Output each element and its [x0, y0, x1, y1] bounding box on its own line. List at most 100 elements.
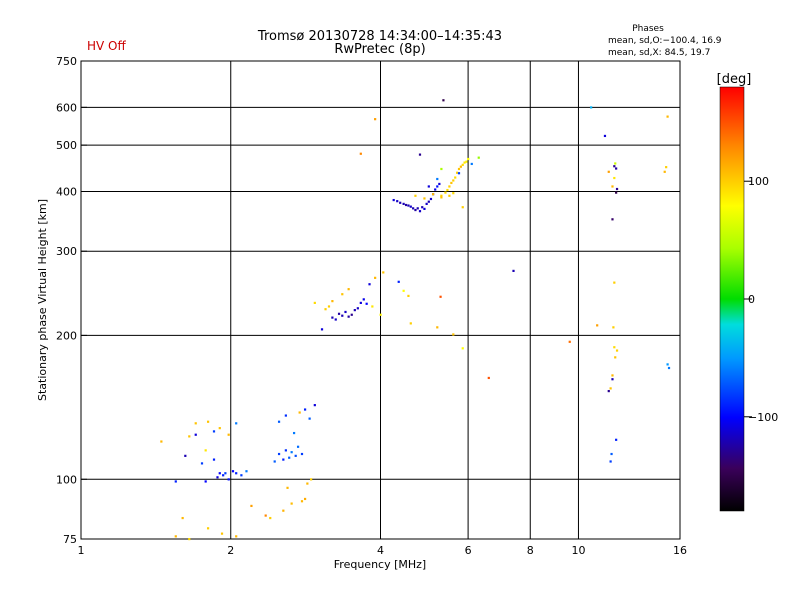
- data-point: [440, 196, 443, 199]
- data-point: [341, 314, 344, 317]
- data-point: [294, 454, 297, 457]
- data-point: [446, 188, 449, 192]
- data-point: [368, 283, 371, 286]
- data-point: [596, 324, 599, 327]
- data-point: [331, 300, 334, 303]
- data-point: [436, 177, 439, 181]
- data-point: [418, 210, 422, 213]
- data-point: [607, 170, 610, 173]
- data-point: [174, 480, 177, 483]
- data-point: [431, 193, 435, 196]
- data-point: [590, 106, 593, 109]
- data-point: [222, 474, 225, 477]
- data-point: [613, 281, 616, 284]
- data-point: [324, 308, 327, 311]
- data-point: [568, 340, 571, 343]
- data-point: [465, 160, 468, 163]
- data-point: [286, 486, 289, 489]
- data-point: [374, 118, 377, 121]
- chart-title: Tromsø 20130728 14:34:00–14:35:43: [257, 29, 502, 44]
- data-point: [409, 322, 412, 325]
- data-point: [347, 288, 350, 291]
- data-point: [235, 422, 238, 425]
- data-point: [206, 527, 210, 530]
- data-point: [334, 318, 337, 321]
- data-point: [416, 207, 419, 210]
- data-point: [220, 532, 224, 535]
- data-point: [434, 188, 437, 191]
- data-point: [436, 326, 439, 329]
- status-label: HV Off: [87, 39, 126, 53]
- data-point: [613, 176, 616, 180]
- x-tick-label: 1: [78, 544, 85, 557]
- data-point: [212, 430, 216, 433]
- data-point: [450, 181, 453, 185]
- data-point: [439, 295, 442, 298]
- data-point: [290, 502, 293, 505]
- data-point: [663, 170, 666, 173]
- data-point: [235, 472, 238, 475]
- data-point: [300, 452, 304, 456]
- data-point: [320, 328, 324, 331]
- data-point: [313, 404, 316, 407]
- data-point: [611, 374, 614, 377]
- data-point: [188, 435, 191, 438]
- data-point: [444, 191, 447, 194]
- data-point: [611, 378, 614, 381]
- data-point: [613, 346, 616, 349]
- y-tick-label: 300: [56, 245, 77, 258]
- data-point: [288, 456, 291, 459]
- data-point: [404, 203, 408, 207]
- data-point: [454, 176, 457, 179]
- chart-subtitle: RwPretec (8p): [334, 42, 425, 57]
- data-point: [218, 427, 221, 430]
- data-point: [396, 200, 399, 203]
- data-point: [463, 161, 466, 164]
- data-point: [174, 535, 177, 538]
- data-point: [457, 167, 461, 171]
- data-point: [264, 514, 267, 517]
- data-point: [611, 218, 614, 221]
- data-point: [200, 462, 204, 465]
- data-point: [440, 167, 443, 171]
- data-point: [160, 440, 163, 443]
- data-point: [615, 187, 619, 191]
- data-point: [461, 206, 464, 209]
- data-point: [421, 206, 424, 209]
- data-point: [382, 271, 385, 274]
- y-tick-label: 200: [56, 329, 77, 342]
- data-point: [612, 326, 615, 329]
- data-point: [448, 194, 451, 197]
- data-point: [371, 305, 374, 308]
- x-axis-label: Frequency [MHz]: [334, 558, 426, 571]
- data-point: [392, 198, 395, 202]
- data-point: [607, 389, 610, 393]
- data-point: [298, 411, 301, 414]
- phases-heading: Phases: [632, 24, 664, 34]
- data-point: [218, 472, 221, 475]
- data-point: [194, 422, 197, 425]
- data-point: [216, 476, 219, 479]
- x-tick-label: 6: [465, 544, 472, 557]
- data-point: [341, 293, 344, 296]
- data-point: [308, 417, 311, 420]
- data-point: [427, 185, 430, 188]
- data-point: [303, 408, 307, 411]
- data-point: [477, 156, 480, 159]
- data-point: [609, 387, 612, 390]
- data-point: [277, 452, 281, 456]
- data-point: [487, 376, 490, 380]
- data-point: [452, 179, 455, 182]
- data-point: [423, 207, 426, 211]
- data-point: [194, 433, 197, 436]
- data-point: [356, 307, 359, 310]
- data-point: [397, 280, 400, 283]
- y-tick-label: 75: [63, 533, 77, 546]
- data-point: [399, 201, 402, 204]
- data-point: [374, 276, 377, 279]
- data-point: [284, 414, 287, 417]
- data-point: [212, 458, 216, 461]
- data-point: [292, 431, 296, 435]
- data-point: [470, 162, 473, 166]
- data-point: [204, 449, 207, 452]
